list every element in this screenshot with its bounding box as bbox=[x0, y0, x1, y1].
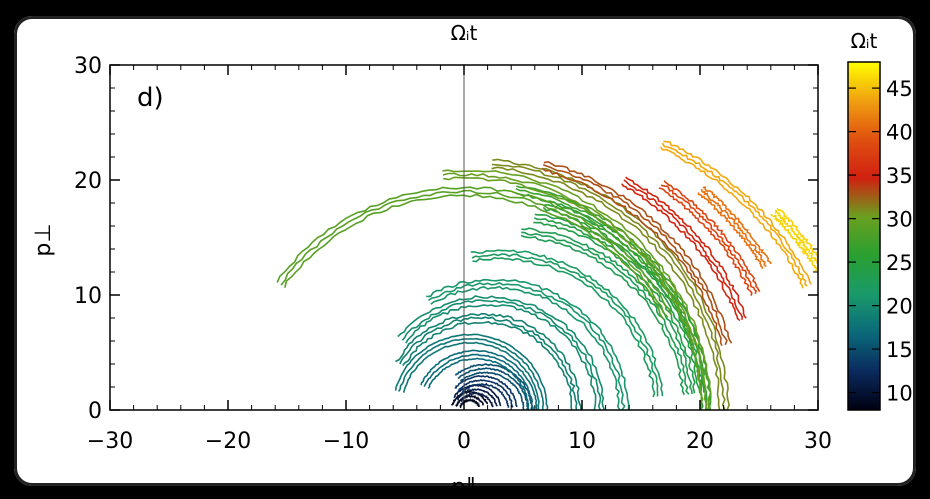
trajectory-17-1 bbox=[542, 164, 728, 346]
trajectory-13-1 bbox=[515, 187, 708, 410]
x-tick-label: 0 bbox=[457, 429, 471, 454]
trajectory-15-1 bbox=[442, 172, 708, 410]
trajectory-4-2 bbox=[420, 349, 538, 410]
top-label: Ωᵢt bbox=[451, 21, 478, 45]
trajectory-22-1 bbox=[774, 209, 818, 269]
colorbar-tick-label: 10 bbox=[886, 382, 913, 406]
trajectory-9-0 bbox=[472, 256, 656, 398]
trajectory-5-2 bbox=[394, 333, 549, 410]
trajectory-14-1 bbox=[280, 189, 669, 318]
x-tick-label: 20 bbox=[686, 429, 714, 454]
trajectory-9-1 bbox=[471, 253, 659, 397]
trajectory-4-0 bbox=[427, 357, 530, 410]
trajectory-19-1 bbox=[660, 184, 758, 294]
trajectory-20-0 bbox=[697, 192, 764, 269]
trajectory-4-1 bbox=[423, 353, 534, 410]
trajectory-7-2 bbox=[397, 295, 606, 410]
trajectory-1-0 bbox=[460, 391, 494, 408]
trajectory-6-1 bbox=[399, 316, 578, 410]
trajectory-18-2 bbox=[625, 176, 747, 319]
trajectory-8-0 bbox=[430, 285, 621, 410]
colorbar-tick-label: 35 bbox=[886, 164, 913, 188]
colorbar-tick-label: 25 bbox=[886, 251, 913, 275]
trajectory-0-0 bbox=[459, 397, 481, 409]
trajectory-5-0 bbox=[402, 341, 540, 410]
trajectory-21-0 bbox=[660, 146, 804, 289]
colorbar-tick-label: 15 bbox=[886, 338, 913, 362]
trajectory-16-1 bbox=[491, 163, 726, 410]
colorbar bbox=[847, 61, 881, 411]
y-axis-label: p⊥ bbox=[31, 223, 56, 256]
trajectory-2-0 bbox=[461, 382, 510, 408]
trajectory-5-1 bbox=[398, 337, 545, 410]
trajectory-18-1 bbox=[623, 179, 744, 320]
trajectory-19-0 bbox=[658, 187, 753, 296]
trajectory-15-0 bbox=[443, 176, 704, 410]
trajectory-9-2 bbox=[470, 249, 664, 397]
x-tick-label: −30 bbox=[87, 429, 133, 454]
trajectory-16-0 bbox=[491, 166, 721, 410]
trajectory-14-0 bbox=[284, 193, 665, 320]
trajectory-19-2 bbox=[663, 180, 761, 293]
trajectory-1-2 bbox=[453, 384, 502, 407]
trajectory-20-1 bbox=[700, 188, 767, 268]
trajectory-10-1 bbox=[521, 231, 690, 395]
trajectory-0-1 bbox=[455, 394, 484, 407]
y-tick-label: 10 bbox=[74, 284, 102, 309]
y-tick-label: 0 bbox=[88, 399, 102, 424]
trajectory-17-0 bbox=[541, 167, 723, 347]
y-tick-label: 30 bbox=[74, 54, 102, 79]
trajectory-20-2 bbox=[702, 186, 772, 265]
trajectory-10-2 bbox=[521, 227, 693, 395]
x-tick-label: −10 bbox=[323, 429, 369, 454]
trajectory-21-1 bbox=[661, 142, 808, 287]
trajectory-17-2 bbox=[543, 160, 733, 344]
trajectory-3-1 bbox=[457, 367, 529, 410]
x-tick-label: 30 bbox=[804, 429, 832, 454]
trajectory-8-2 bbox=[426, 278, 630, 410]
trajectory-18-0 bbox=[621, 183, 741, 322]
trajectory-2-2 bbox=[454, 374, 518, 408]
trajectory-22-0 bbox=[770, 213, 818, 273]
trajectory-6-2 bbox=[395, 312, 582, 410]
trajectory-21-2 bbox=[663, 140, 813, 285]
trajectory-0-2 bbox=[450, 390, 489, 406]
trajectory-10-0 bbox=[520, 234, 686, 396]
x-axis-label: p∥ bbox=[452, 475, 477, 499]
trajectory-15-2 bbox=[442, 169, 712, 410]
trajectory-2-1 bbox=[457, 378, 514, 408]
trajectory-7-0 bbox=[405, 304, 597, 410]
colorbar-tick-label: 30 bbox=[886, 208, 913, 232]
trajectory-6-0 bbox=[402, 321, 573, 410]
colorbar-label: Ωᵢt bbox=[851, 29, 878, 53]
trajectory-8-1 bbox=[428, 282, 626, 410]
y-tick-label: 20 bbox=[74, 169, 102, 194]
colorbar-tick-label: 45 bbox=[886, 77, 913, 101]
colorbar-tick-label: 40 bbox=[886, 121, 913, 145]
x-tick-label: 10 bbox=[568, 429, 596, 454]
panel-label: d) bbox=[137, 83, 164, 113]
trajectory-7-1 bbox=[401, 299, 602, 410]
trajectory-14-2 bbox=[276, 186, 673, 316]
colorbar-tick-label: 20 bbox=[886, 295, 913, 319]
figure-frame bbox=[14, 16, 916, 486]
x-tick-label: −20 bbox=[205, 429, 251, 454]
trajectory-3-0 bbox=[460, 371, 525, 410]
